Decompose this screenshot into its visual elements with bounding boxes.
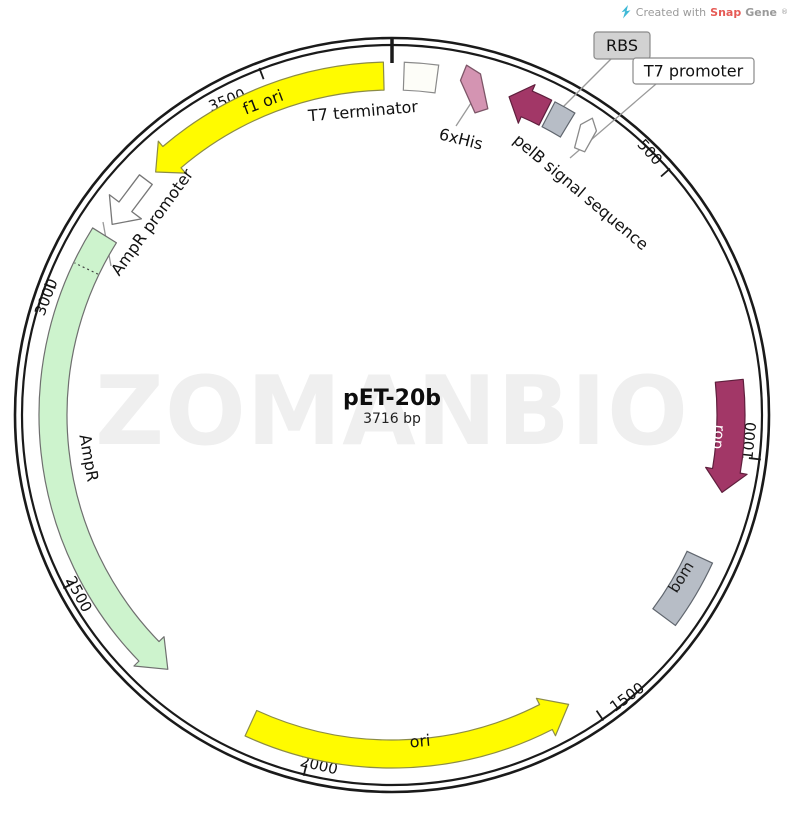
feature-rop <box>705 378 748 494</box>
feature-rbs <box>541 101 576 138</box>
rbs-callout-label: RBS <box>606 36 638 55</box>
feature-t7-promoter <box>573 117 598 153</box>
tick-mark-500 <box>660 167 671 178</box>
feature-t7-terminator <box>402 61 440 94</box>
feature-bom <box>652 550 714 627</box>
feature-label-rop: rop <box>709 424 729 450</box>
credit-registered: ® <box>781 8 788 16</box>
snapgene-bolt-icon <box>621 5 631 19</box>
plasmid-title-block: pET-20b 3716 bp <box>0 386 800 427</box>
feature-label-t7-terminator: T7 terminator <box>306 97 419 126</box>
tick-mark-2500 <box>62 581 75 590</box>
feature-label-6xhis: 6xHis <box>437 125 485 154</box>
credit-brand-gene: Gene <box>745 5 777 19</box>
feature-f1-ori <box>155 61 385 174</box>
tick-mark-3000 <box>44 283 56 290</box>
feature-pelb-signal-sequence <box>508 84 553 126</box>
credit-line: Created with Snap Gene ® <box>620 5 788 19</box>
feature-ampr <box>38 227 169 670</box>
tick-mark-2000 <box>302 763 308 777</box>
rbs-callout-box <box>593 31 651 60</box>
feature-6xhis <box>459 64 489 114</box>
tick-mark-3500 <box>258 67 265 80</box>
leader-line-0 <box>455 99 474 127</box>
credit-brand-snap: Snap <box>710 5 742 19</box>
credit-prefix: Created with <box>635 5 707 19</box>
plasmid-name: pET-20b <box>342 386 442 411</box>
tick-mark-1500 <box>595 710 605 722</box>
feature-ori <box>244 697 570 769</box>
tick-mark-1000 <box>748 457 761 461</box>
t7-promoter-callout-box <box>632 57 755 85</box>
feature-label-ori: ori <box>409 731 431 752</box>
plasmid-size: 3716 bp <box>363 411 421 428</box>
feature-ampr-promoter <box>108 174 153 226</box>
tick-label-500: 500 <box>634 136 667 169</box>
feature-ampr-divider <box>74 262 99 275</box>
feature-label-ampr: AmpR <box>75 433 102 483</box>
t7-promoter-callout-label: T7 promoter <box>643 62 744 81</box>
watermark-text: ZOMANBIO <box>95 357 689 467</box>
